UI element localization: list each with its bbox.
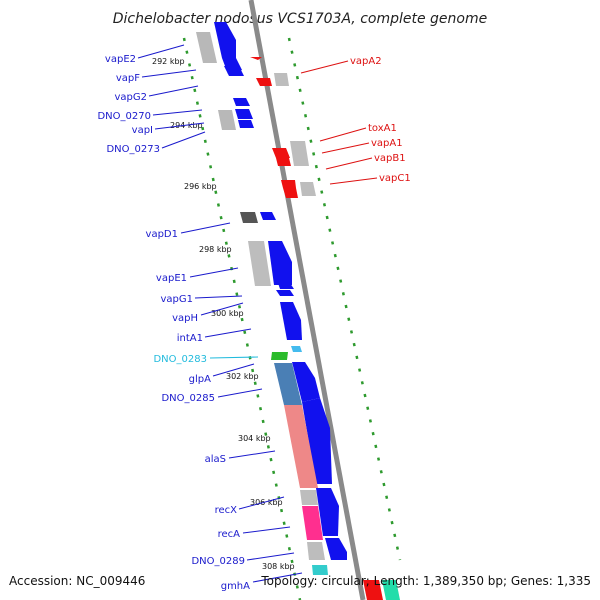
- reverse-gene-arrow: [250, 57, 262, 60]
- gene-label-DNO_0273: DNO_0273: [106, 144, 160, 155]
- forward-gene-arrow: [235, 109, 253, 119]
- accession-text: Accession: NC_009446: [9, 574, 145, 588]
- forward-gene-arrow: [224, 66, 244, 76]
- gene-label-gmhA: gmhA: [221, 581, 250, 592]
- gene-box: [274, 73, 289, 86]
- gene-label-vapA1: vapA1: [371, 138, 403, 149]
- forward-gene-arrow: [325, 538, 347, 560]
- gene-label-DNO_0270: DNO_0270: [97, 111, 151, 122]
- forward-gene-arrow: [233, 98, 250, 106]
- gene-box: [240, 212, 258, 223]
- gene-label-vapG2: vapG2: [114, 92, 147, 103]
- gene-block-alaS: [284, 405, 318, 488]
- forward-gene-arrow: [260, 212, 276, 220]
- genome-summary-text: Topology: circular; Length: 1,389,350 bp…: [260, 574, 591, 588]
- gene-label-vapH: vapH: [172, 313, 198, 324]
- gene-label-vapA2: vapA2: [350, 56, 382, 67]
- gene-box: [218, 110, 236, 130]
- forward-gene-arrow: [276, 290, 294, 296]
- gene-label-vapF: vapF: [116, 73, 140, 84]
- gene-box: [300, 490, 318, 505]
- bottom-red-gene: [363, 580, 383, 600]
- map-title: Dichelobacter nodosus VCS1703A, complete…: [113, 11, 487, 27]
- gene-box: [196, 32, 217, 63]
- dotted-guide-line: [287, 37, 402, 561]
- left-gene-labels: vapE2 vapF vapG2 DNO_0270 vapI DNO_0273 …: [97, 44, 303, 592]
- dotted-guide-line: [182, 37, 302, 600]
- forward-gene-arrow: [302, 398, 332, 484]
- reverse-gene-arrow: [272, 148, 290, 158]
- gene-label-alaS: alaS: [205, 454, 226, 465]
- feature-glyphs: [196, 22, 400, 600]
- gene-marker-cyan: [291, 346, 302, 352]
- gene-label-vapE2: vapE2: [105, 54, 136, 65]
- gene-label-vapI: vapI: [132, 125, 153, 136]
- gene-block-recA: [302, 506, 323, 540]
- tick-label: 308 kbp: [262, 562, 295, 571]
- gene-box: [248, 241, 271, 286]
- forward-gene-arrow: [214, 22, 236, 58]
- gene-label-vapC1: vapC1: [379, 173, 411, 184]
- gene-box: [290, 141, 309, 166]
- gene-label-glpA: glpA: [189, 374, 211, 385]
- tick-label: 306 kbp: [250, 498, 283, 507]
- genome-backbone: [248, 0, 366, 600]
- gene-label-intA1: intA1: [177, 333, 203, 344]
- backbone-track: [248, 0, 366, 600]
- forward-gene-arrow: [280, 302, 302, 340]
- gene-label-vapD1: vapD1: [146, 229, 178, 240]
- gene-label-vapE1: vapE1: [156, 273, 187, 284]
- forward-gene-arrow: [292, 362, 320, 402]
- tick-label: 304 kbp: [238, 434, 271, 443]
- tick-label: 296 kbp: [184, 182, 217, 191]
- reverse-gene-arrow: [283, 188, 298, 198]
- reverse-gene-arrow: [256, 78, 272, 86]
- gene-label-vapG1: vapG1: [160, 294, 193, 305]
- reverse-gene-arrow: [276, 158, 291, 166]
- gene-label-DNO_0285: DNO_0285: [161, 393, 215, 404]
- gene-block-gmhA: [312, 565, 328, 575]
- tick-label: 300 kbp: [211, 309, 244, 318]
- gene-box: [300, 182, 316, 196]
- tick-label: 302 kbp: [226, 372, 259, 381]
- gene-label-toxA1: toxA1: [368, 123, 397, 134]
- forward-gene-arrow: [278, 283, 294, 289]
- gene-label-vapB1: vapB1: [374, 153, 406, 164]
- gene-box: [307, 542, 325, 560]
- tick-label: 298 kbp: [199, 245, 232, 254]
- forward-gene-arrow: [268, 241, 292, 285]
- gene-label-recX: recX: [215, 505, 238, 516]
- reverse-gene-arrow: [281, 180, 296, 188]
- gene-block-DNO_0285: [274, 363, 302, 405]
- right-gene-labels: vapA2 toxA1 vapA1 vapB1 vapC1: [300, 56, 411, 185]
- gene-label-DNO_0283: DNO_0283: [153, 354, 207, 365]
- dotted-guides: [182, 37, 402, 600]
- gene-label-recA: recA: [218, 529, 241, 540]
- gene-block-DNO_0283: [271, 352, 288, 360]
- forward-gene-arrow: [238, 120, 254, 128]
- forward-gene-arrow: [316, 488, 339, 536]
- tick-label: 292 kbp: [152, 57, 185, 66]
- gene-label-DNO_0289: DNO_0289: [191, 556, 245, 567]
- bottom-teal-gene: [382, 580, 400, 600]
